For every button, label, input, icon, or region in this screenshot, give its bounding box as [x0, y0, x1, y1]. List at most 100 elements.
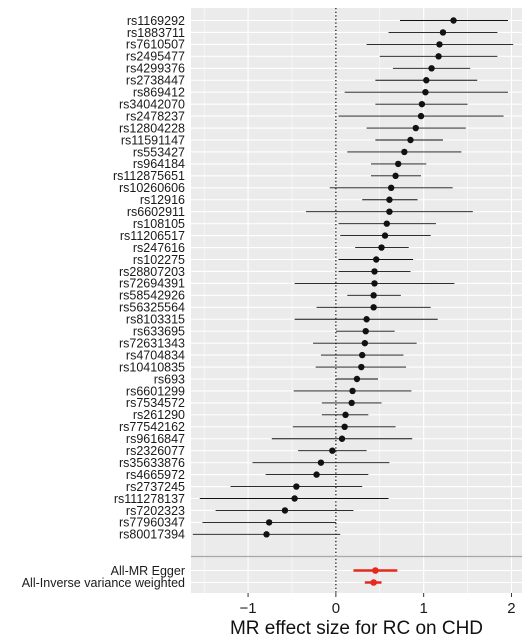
summary-estimate-point [370, 579, 377, 586]
snp-estimate-point [349, 387, 356, 395]
snp-estimate-point [436, 41, 443, 48]
snp-estimate-point [378, 244, 385, 251]
y-tick-label: rs8103315 [126, 313, 185, 327]
y-tick-label: rs72694391 [119, 277, 185, 291]
y-tick-label: rs7534572 [126, 396, 185, 410]
y-tick-label: rs7610507 [126, 38, 185, 52]
snp-estimate-point [371, 268, 378, 275]
snp-estimate-point [435, 53, 442, 60]
y-tick-label: rs633695 [133, 325, 185, 339]
snp-estimate-point [265, 519, 273, 526]
snp-estimate-point [353, 375, 361, 383]
y-tick-label: rs28807203 [119, 265, 185, 279]
x-tick-label: −1 [240, 600, 257, 617]
y-tick-label: rs4665972 [126, 468, 185, 482]
y-tick-label: rs2738447 [126, 74, 185, 88]
snp-estimate-point [428, 65, 435, 72]
snp-estimate-point [313, 471, 320, 478]
y-tick-label: rs693 [154, 372, 185, 386]
y-tick-label: rs11591147 [121, 133, 185, 147]
y-tick-label: rs111278137 [114, 492, 185, 506]
y-tick-label: rs6601299 [126, 384, 185, 398]
y-tick-label: rs6602911 [127, 205, 185, 219]
x-tick-label: 0 [332, 600, 340, 617]
x-axis-ticks: −1 0 1 2 [240, 593, 516, 617]
snp-estimate-point [439, 29, 447, 36]
y-tick-label: rs247616 [133, 241, 185, 255]
y-tick-label: rs35633876 [119, 456, 185, 470]
snp-estimate-point [422, 89, 429, 96]
snp-estimate-point [348, 399, 355, 407]
snp-estimate-point [362, 328, 369, 335]
snp-estimate-point [341, 423, 348, 430]
y-tick-label: rs2478237 [126, 109, 185, 123]
y-tick-label: rs869412 [133, 86, 185, 100]
snp-estimate-point [358, 363, 365, 371]
snp-estimate-point [373, 256, 380, 263]
snp-estimate-point [361, 339, 369, 347]
y-tick-label: All-Inverse variance weighted [22, 576, 185, 590]
y-tick-label: rs12916 [140, 193, 185, 207]
snp-estimate-point [381, 232, 389, 239]
point-estimates [263, 17, 457, 586]
snp-estimate-point [359, 351, 366, 359]
y-tick-label: rs1883711 [127, 26, 185, 40]
y-tick-label: rs58542926 [119, 289, 185, 303]
y-tick-label: rs4704834 [126, 348, 185, 362]
snp-estimate-point [418, 100, 426, 108]
y-tick-label: All-MR Egger [111, 564, 185, 578]
snp-estimate-point [383, 220, 390, 227]
y-tick-label: rs77960347 [119, 516, 185, 530]
y-tick-label: rs102275 [133, 253, 185, 267]
y-tick-label: rs2495477 [126, 50, 185, 64]
snp-estimate-point [291, 495, 298, 502]
snp-estimate-point [371, 280, 378, 287]
y-tick-label: rs7202323 [126, 504, 185, 518]
y-tick-label: rs1169292 [127, 14, 185, 28]
snp-estimate-point [417, 112, 425, 120]
snp-estimate-point [263, 531, 270, 538]
snp-estimate-point [387, 184, 395, 191]
x-axis-title: MR effect size for RC on CHD [230, 618, 483, 639]
y-tick-label: rs77542162 [119, 420, 185, 434]
snp-estimate-point [395, 160, 402, 168]
snp-estimate-point [392, 172, 399, 180]
snp-estimate-point [370, 292, 377, 299]
plot-panel [191, 8, 522, 593]
y-tick-label: rs2737245 [126, 480, 185, 494]
y-tick-label: rs34042070 [119, 97, 185, 111]
summary-estimate-point [372, 567, 379, 574]
snp-estimate-point [281, 507, 289, 514]
y-tick-label: rs10260606 [119, 181, 185, 195]
y-tick-label: rs2326077 [126, 444, 185, 458]
y-tick-label: rs72631343 [119, 336, 185, 350]
snp-estimate-point [412, 124, 419, 132]
snp-estimate-point [401, 148, 408, 156]
y-tick-label: rs4299376 [126, 62, 185, 76]
snp-estimate-point [386, 196, 393, 203]
x-tick-label: 2 [507, 600, 515, 617]
snp-estimate-point [370, 304, 377, 311]
y-tick-label: rs10410835 [119, 360, 185, 374]
y-tick-label: rs80017394 [119, 528, 185, 542]
snp-estimate-point [317, 459, 325, 466]
snp-labels: rs1169292rs1883711rs7610507rs2495477rs42… [22, 14, 185, 590]
snp-estimate-point [363, 316, 370, 323]
y-tick-label: rs261290 [133, 408, 185, 422]
snp-estimate-point [450, 17, 457, 24]
y-tick-label: rs553427 [133, 145, 185, 159]
y-tick-label: rs11206517 [120, 229, 185, 243]
snp-estimate-point [293, 483, 300, 490]
snp-estimate-point [423, 77, 430, 84]
snp-estimate-point [342, 411, 349, 419]
y-tick-label: rs964184 [133, 157, 185, 171]
snp-estimate-point [338, 435, 346, 442]
snp-estimate-point [329, 447, 336, 454]
y-tick-label: rs9616847 [126, 432, 185, 446]
x-tick-label: 1 [419, 600, 427, 617]
snp-estimate-point [407, 136, 414, 144]
y-tick-label: rs12804228 [119, 121, 185, 135]
y-tick-label: rs112875651 [113, 169, 185, 183]
snp-estimate-point [386, 208, 393, 215]
